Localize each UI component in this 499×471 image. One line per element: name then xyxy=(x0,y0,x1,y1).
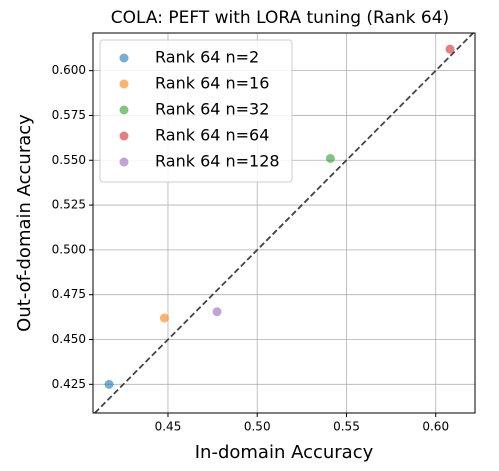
legend-label: Rank 64 n=64 xyxy=(155,126,269,145)
x-axis-label: In-domain Accuracy xyxy=(195,442,374,463)
plot-frame xyxy=(92,32,476,414)
legend-label: Rank 64 n=16 xyxy=(155,74,269,93)
x-tick-label: 0.60 xyxy=(422,420,449,434)
legend-box xyxy=(99,39,293,183)
point xyxy=(159,313,169,323)
legend-label: Rank 64 n=32 xyxy=(155,100,269,119)
y-tick-label: 0.600 xyxy=(52,63,86,77)
x-tick-label: 0.50 xyxy=(244,420,271,434)
legend-marker xyxy=(119,53,129,63)
point xyxy=(445,44,455,54)
legend-label: Rank 64 n=128 xyxy=(155,152,280,171)
y-tick-label: 0.450 xyxy=(52,332,86,346)
y-axis-label: Out-of-domain Accuracy xyxy=(14,114,35,332)
legend-label: Rank 64 n=2 xyxy=(155,48,259,67)
y-tick-label: 0.525 xyxy=(52,198,86,212)
y-tick-label: 0.575 xyxy=(52,108,86,122)
y-tick-label: 0.475 xyxy=(52,287,86,301)
legend-marker xyxy=(119,131,129,141)
legend-marker xyxy=(119,157,129,167)
legend-marker xyxy=(119,79,129,89)
x-tick-label: 0.55 xyxy=(333,420,360,434)
point xyxy=(104,379,114,389)
point xyxy=(212,307,222,317)
y-tick-label: 0.550 xyxy=(52,153,86,167)
y-tick-label: 0.500 xyxy=(52,242,86,256)
legend-marker xyxy=(119,105,129,115)
chart-title: COLA: PEFT with LORA tuning (Rank 64) xyxy=(111,8,449,28)
x-tick-label: 0.45 xyxy=(155,420,182,434)
point xyxy=(325,153,335,163)
diagonal xyxy=(94,32,474,414)
y-tick-label: 0.425 xyxy=(52,377,86,391)
